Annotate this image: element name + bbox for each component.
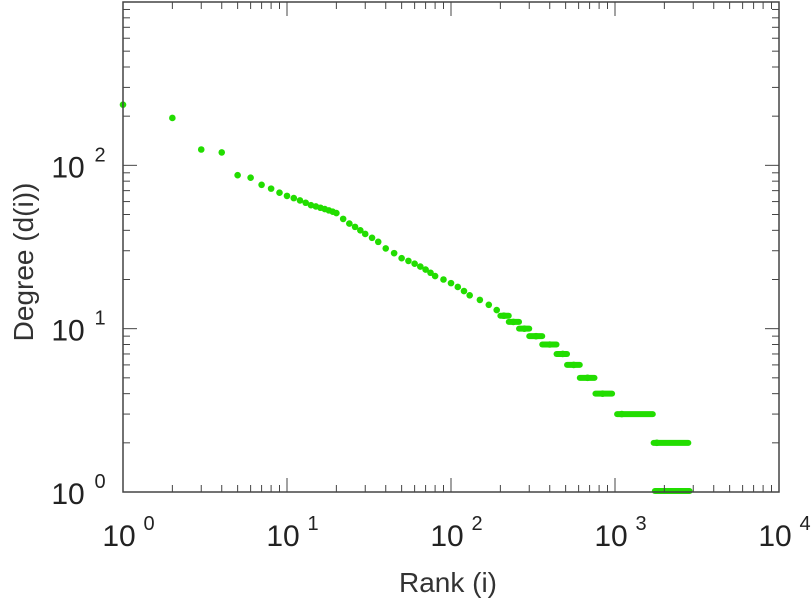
data-point [361,230,369,238]
data-point [493,306,501,314]
data-point [368,234,376,242]
data-point [510,318,517,326]
data-point [618,410,626,418]
y-tick-label-exponent: 0 [94,471,105,493]
x-tick-label-exponent: 2 [471,513,482,535]
data-point [169,114,176,122]
y-tick-label: 10 [51,315,84,348]
x-tick-label-exponent: 4 [799,513,810,535]
y-tick-label-exponent: 2 [94,144,105,166]
data-point [427,269,434,277]
data-point [559,350,567,358]
data-point [247,174,254,182]
axis-tick-labels: 10 0 10 1 10 2 10 3 10 4 10 0 10 1 10 2 [51,144,810,553]
data-point [417,263,424,270]
data-point [431,272,439,280]
x-tick-label: 10 [102,520,135,553]
data-point [218,149,226,156]
data-point [405,257,412,265]
data-point [390,249,398,257]
data-point [485,301,493,309]
data-point [267,185,275,192]
data-point [258,181,265,189]
x-tick-label-exponent: 0 [143,513,154,535]
data-point [197,146,205,153]
x-tick-label-exponent: 1 [307,513,318,535]
data-point [234,171,241,179]
x-tick-label: 10 [594,520,627,553]
data-point [653,439,661,447]
plot-frame [122,1,780,493]
data-point [521,325,528,332]
y-tick-label: 10 [51,151,84,184]
data-point [460,287,468,295]
data-point [357,227,364,234]
data-point [447,279,455,287]
data-point [339,215,347,223]
data-point [283,192,291,200]
data-point [290,194,298,202]
data-point [440,276,447,283]
y-tick-label-exponent: 1 [94,308,105,330]
data-point [333,209,340,217]
data-point [411,260,418,267]
data-point [398,254,405,262]
x-tick-label: 10 [758,520,791,553]
data-point [276,189,283,196]
data-point [500,312,508,320]
data-point [599,390,606,397]
x-axis-title: Rank (i) [399,567,497,598]
data-point [466,292,473,299]
data-point [584,374,591,382]
data-point [546,341,554,348]
data-point [532,332,540,340]
x-tick-label: 10 [430,520,463,553]
data-point [346,220,353,227]
plot-area [119,101,693,494]
data-point [374,238,382,246]
data-point [570,361,578,369]
data-point [422,266,429,273]
y-tick-label: 10 [51,478,84,511]
y-axis-title: Degree (d(i)) [8,183,39,342]
data-point [351,223,359,231]
data-point [296,197,304,204]
x-tick-label-exponent: 3 [635,513,646,535]
data-point [382,245,390,252]
data-point [454,283,462,291]
data-point [302,199,309,207]
data-point [476,296,484,304]
x-tick-label: 10 [266,520,299,553]
